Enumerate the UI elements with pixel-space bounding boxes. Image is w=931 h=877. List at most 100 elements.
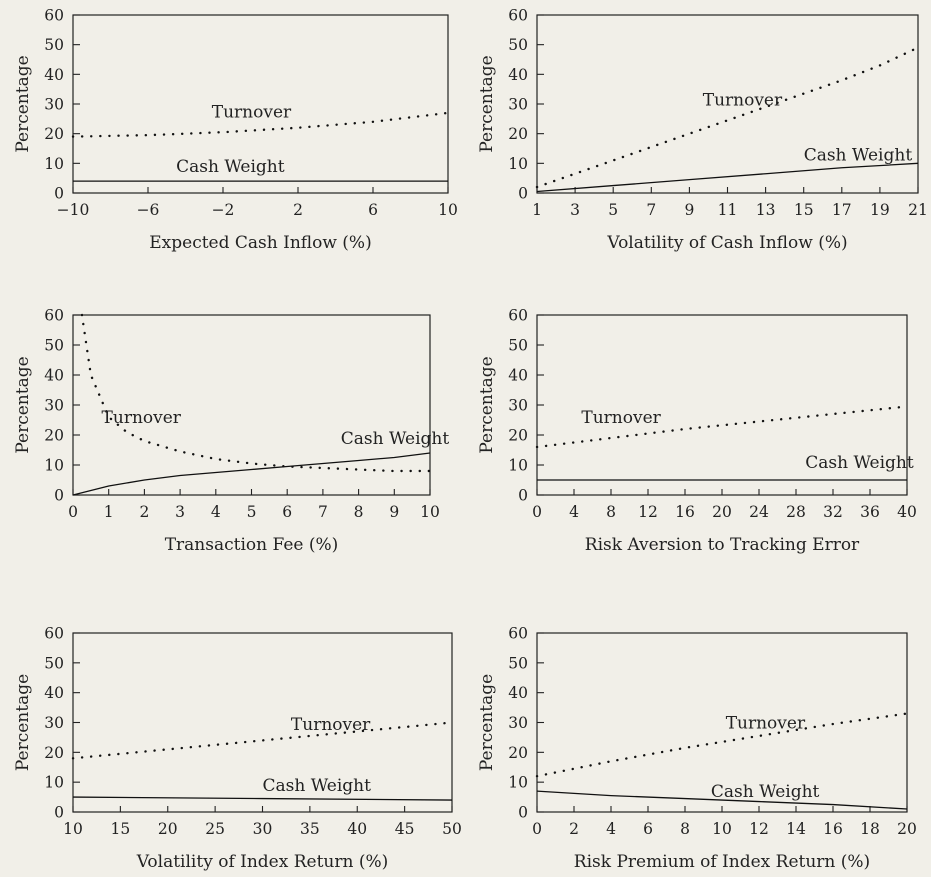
turnover-line bbox=[535, 46, 920, 189]
x-tick-label: 0 bbox=[532, 503, 542, 521]
x-tick-label: 12 bbox=[749, 820, 769, 838]
y-tick-label: 50 bbox=[508, 36, 528, 54]
cash-weight-line bbox=[536, 790, 908, 810]
x-axis-title: Risk Aversion to Tracking Error bbox=[585, 535, 860, 555]
turnover-line bbox=[535, 405, 909, 449]
x-tick-label: 50 bbox=[442, 820, 462, 838]
y-tick-label: 0 bbox=[54, 185, 64, 203]
x-tick-label: 0 bbox=[532, 820, 542, 838]
x-tick-label: 10 bbox=[63, 820, 83, 838]
y-tick-label: 20 bbox=[508, 125, 528, 143]
y-tick-label: 60 bbox=[508, 307, 528, 325]
x-tick-label: 21 bbox=[908, 201, 928, 219]
y-tick-label: 60 bbox=[508, 7, 528, 25]
x-tick-label: 16 bbox=[675, 503, 695, 521]
x-tick-label: 20 bbox=[712, 503, 732, 521]
y-tick-label: 40 bbox=[508, 367, 528, 385]
y-tick-label: 10 bbox=[44, 155, 64, 173]
y-tick-label: 60 bbox=[508, 625, 528, 643]
x-tick-label: 15 bbox=[794, 201, 814, 219]
cash-weight-label: Cash Weight bbox=[263, 776, 372, 796]
y-tick-label: 0 bbox=[518, 804, 528, 822]
x-tick-label: 25 bbox=[205, 820, 225, 838]
x-tick-label: 1 bbox=[104, 503, 114, 521]
y-tick-label: 50 bbox=[44, 337, 64, 355]
x-tick-label: 32 bbox=[823, 503, 843, 521]
y-tick-label: 10 bbox=[508, 155, 528, 173]
y-tick-label: 40 bbox=[508, 684, 528, 702]
y-tick-label: 60 bbox=[44, 307, 64, 325]
x-tick-label: −6 bbox=[137, 201, 160, 219]
cash-weight-label: Cash Weight bbox=[711, 782, 820, 802]
y-tick-label: 10 bbox=[508, 457, 528, 475]
chart-panel: 0 10 20 30 40 50 60 0 1 2 3 4 5 6 7 8 9 10 Transaction Fee… bbox=[13, 307, 449, 556]
y-tick-label: 30 bbox=[508, 96, 528, 114]
x-tick-label: 1 bbox=[532, 201, 542, 219]
chart-panel: 0 10 20 30 40 50 60 −10 −6 −2 2 6 10 Expected Cash In… bbox=[13, 7, 458, 254]
cash-weight-line bbox=[72, 452, 431, 496]
y-axis-title: Percentage bbox=[477, 55, 497, 152]
x-axis-title: Expected Cash Inflow (%) bbox=[149, 233, 371, 253]
x-tick-label: 4 bbox=[211, 503, 221, 521]
y-tick-label: 40 bbox=[44, 367, 64, 385]
x-tick-label: 18 bbox=[860, 820, 880, 838]
x-tick-label: −2 bbox=[212, 201, 235, 219]
y-tick-label: 30 bbox=[508, 714, 528, 732]
x-tick-label: 40 bbox=[347, 820, 367, 838]
cash-weight-line bbox=[72, 796, 453, 801]
x-axis-title: Volatility of Cash Inflow (%) bbox=[606, 233, 847, 253]
cash-weight-label: Cash Weight bbox=[341, 429, 450, 449]
x-tick-label: 2 bbox=[569, 820, 579, 838]
x-tick-label: 4 bbox=[569, 503, 579, 521]
x-tick-label: 14 bbox=[786, 820, 806, 838]
x-tick-label: 35 bbox=[300, 820, 320, 838]
y-tick-label: 20 bbox=[508, 744, 528, 762]
y-tick-label: 30 bbox=[44, 96, 64, 114]
chart-panel: 0 10 20 30 40 50 60 0 4 8 12 16 20 24 28 32 36 40 Risk Ave… bbox=[477, 307, 917, 556]
x-tick-label: 8 bbox=[354, 503, 364, 521]
y-axis-title: Percentage bbox=[13, 356, 33, 453]
x-tick-label: 45 bbox=[395, 820, 415, 838]
y-tick-label: 20 bbox=[44, 744, 64, 762]
y-tick-label: 0 bbox=[518, 487, 528, 505]
y-axis-title: Percentage bbox=[13, 674, 33, 771]
x-tick-label: 24 bbox=[749, 503, 769, 521]
x-tick-label: 6 bbox=[282, 503, 292, 521]
x-tick-label: 10 bbox=[712, 820, 732, 838]
y-tick-label: 10 bbox=[44, 457, 64, 475]
x-tick-label: 3 bbox=[570, 201, 580, 219]
x-axis-title: Transaction Fee (%) bbox=[165, 535, 339, 555]
y-tick-label: 40 bbox=[44, 684, 64, 702]
x-tick-label: 30 bbox=[253, 820, 273, 838]
y-tick-label: 30 bbox=[508, 397, 528, 415]
y-tick-label: 40 bbox=[508, 66, 528, 84]
x-tick-label: 9 bbox=[389, 503, 399, 521]
y-tick-label: 10 bbox=[508, 774, 528, 792]
y-axis-title: Percentage bbox=[477, 674, 497, 771]
x-tick-label: 20 bbox=[897, 820, 917, 838]
y-tick-label: 50 bbox=[44, 36, 64, 54]
x-tick-label: 12 bbox=[638, 503, 658, 521]
x-tick-label: 19 bbox=[870, 201, 890, 219]
x-tick-label: 4 bbox=[606, 820, 616, 838]
x-tick-label: 11 bbox=[718, 201, 738, 219]
y-tick-label: 0 bbox=[54, 804, 64, 822]
y-tick-label: 20 bbox=[44, 125, 64, 143]
x-tick-label: 7 bbox=[318, 503, 328, 521]
turnover-label: Turnover bbox=[102, 408, 182, 428]
x-tick-label: 28 bbox=[786, 503, 806, 521]
y-tick-label: 60 bbox=[44, 7, 64, 25]
cash-weight-label: Cash Weight bbox=[805, 453, 914, 473]
y-axis-title: Percentage bbox=[477, 356, 497, 453]
x-tick-label: 3 bbox=[175, 503, 185, 521]
y-tick-label: 10 bbox=[44, 774, 64, 792]
x-tick-label: 5 bbox=[608, 201, 618, 219]
plot-frame bbox=[72, 314, 431, 496]
y-tick-label: 50 bbox=[508, 337, 528, 355]
x-tick-label: 8 bbox=[680, 820, 690, 838]
cash-weight-line bbox=[536, 162, 919, 193]
x-tick-label: 7 bbox=[646, 201, 656, 219]
